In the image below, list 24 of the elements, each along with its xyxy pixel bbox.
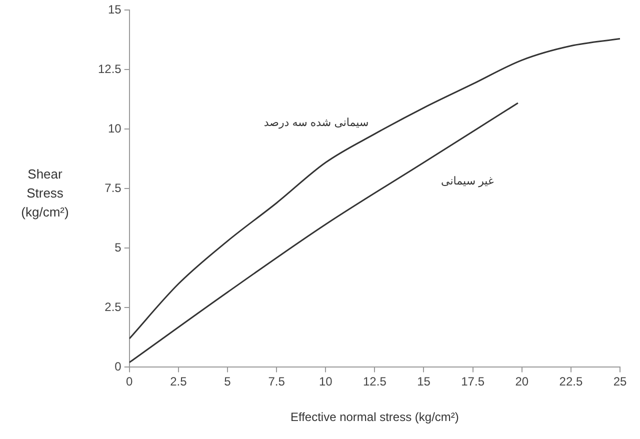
- y-tick-label: 15: [108, 2, 122, 17]
- y-axis-title: Shear Stress (kg/cm²): [21, 166, 69, 220]
- y-tick-label: 0: [114, 360, 122, 374]
- y-tick-label: 10: [108, 122, 122, 136]
- x-tick-label: 10: [318, 374, 333, 389]
- x-tick-label: 12.5: [363, 374, 387, 389]
- series-label: سیمانی شده سه درصد: [264, 116, 369, 129]
- line-series: [129, 38, 620, 340]
- x-tick-label: 2.5: [170, 374, 188, 389]
- x-tick-label: 15: [417, 374, 431, 389]
- y-tick-label: 2.5: [104, 300, 122, 314]
- x-tick-label: 7.5: [268, 374, 286, 389]
- series-label: غیر سیمانی: [441, 176, 494, 188]
- x-tick-label: 5: [224, 374, 232, 389]
- x-tick-label: 25: [613, 374, 627, 389]
- y-tick-label: 7.5: [104, 181, 122, 196]
- y-tick-label: 5: [114, 240, 122, 255]
- x-axis-title: Effective normal stress (kg/cm²): [290, 410, 459, 424]
- x-tick-label: 0: [126, 374, 134, 389]
- x-tick-label: 20: [515, 374, 529, 389]
- y-tick-label: 12.5: [98, 62, 122, 76]
- line-series: [129, 102, 519, 364]
- x-tick-label: 22.5: [559, 374, 583, 389]
- x-tick-label: 17.5: [461, 374, 485, 389]
